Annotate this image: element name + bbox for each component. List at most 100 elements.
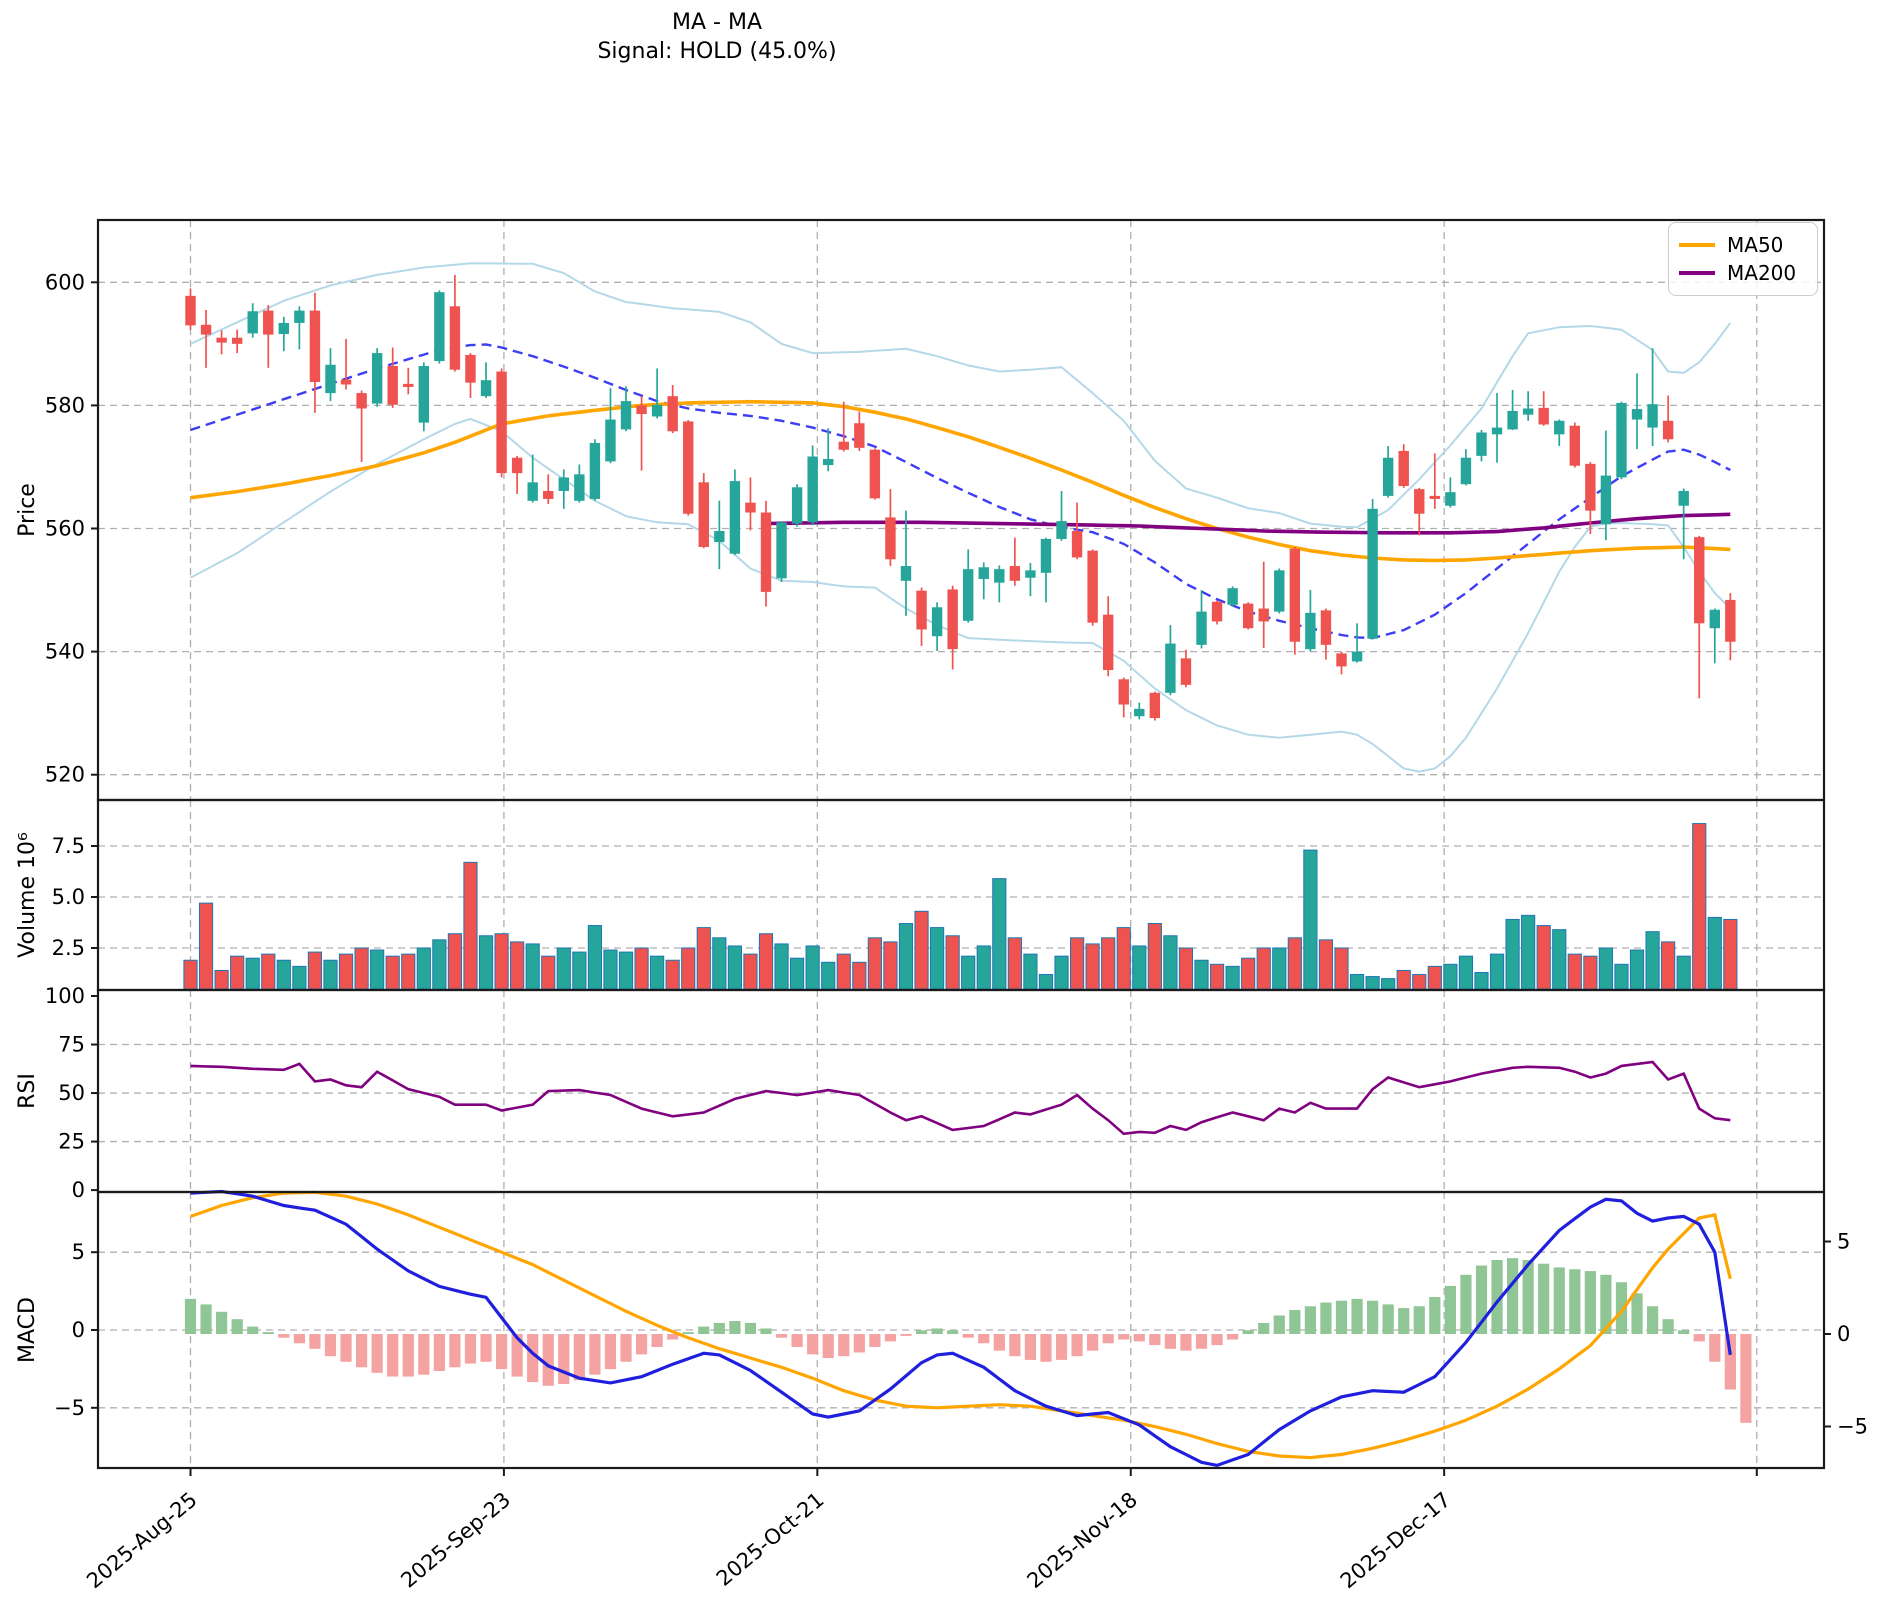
macd-hist-bar-negative bbox=[293, 1334, 305, 1344]
macd-hist-bar-negative bbox=[620, 1334, 632, 1362]
candle-body bbox=[1647, 404, 1658, 428]
candle-body bbox=[527, 482, 538, 501]
candle-body bbox=[1522, 408, 1534, 415]
macd-hist-bar-negative bbox=[527, 1334, 539, 1383]
volume-bar bbox=[463, 861, 478, 990]
macd-hist-bar-negative bbox=[1180, 1334, 1192, 1351]
candle-body bbox=[1538, 407, 1549, 425]
candle-body bbox=[1351, 651, 1363, 662]
macd-hist-bar-negative bbox=[1024, 1334, 1037, 1360]
candle-body bbox=[449, 306, 461, 370]
macd-hist-bar-positive bbox=[1304, 1306, 1316, 1334]
macd-hist-bar-negative bbox=[1087, 1334, 1099, 1351]
candle-body bbox=[1025, 570, 1036, 578]
macd-hist-bar-positive bbox=[1382, 1304, 1394, 1334]
candle-body bbox=[263, 310, 274, 335]
volume-bar bbox=[867, 937, 882, 990]
volume-bar bbox=[1069, 937, 1085, 990]
macd-hist-bar-negative bbox=[589, 1334, 601, 1375]
volume-bar bbox=[1007, 937, 1022, 990]
volume-bar bbox=[198, 902, 214, 990]
volume-bar bbox=[230, 955, 245, 990]
candle-body bbox=[760, 512, 772, 592]
volume-bar bbox=[1396, 969, 1411, 990]
macd-hist-bar-positive bbox=[1615, 1282, 1628, 1334]
tick-label: 25 bbox=[58, 1130, 85, 1154]
macd-hist-bar-negative bbox=[542, 1334, 554, 1386]
legend-item-ma50: MA50 bbox=[1679, 231, 1807, 259]
volume-bar bbox=[790, 957, 805, 990]
candle-body bbox=[729, 481, 741, 554]
volume-bar bbox=[976, 945, 991, 990]
volume-bar bbox=[1474, 971, 1489, 990]
candle-body bbox=[1445, 492, 1456, 506]
macd-hist-bar-positive bbox=[1351, 1298, 1363, 1334]
macd-hist-bar-positive bbox=[1584, 1271, 1596, 1334]
macd-hist-bar-negative bbox=[962, 1334, 974, 1338]
tick-label: 540 bbox=[45, 640, 85, 664]
tick-label: 7.5 bbox=[52, 834, 85, 858]
volume-bar bbox=[805, 945, 820, 990]
macd-hist-bar-positive bbox=[931, 1328, 943, 1334]
volume-bar bbox=[650, 955, 665, 990]
candle-body bbox=[916, 590, 927, 630]
candle-body bbox=[1725, 599, 1736, 642]
volume-bar bbox=[1209, 963, 1225, 990]
macd-hist-bar-negative bbox=[278, 1334, 290, 1338]
volume-bar bbox=[1287, 937, 1302, 990]
candle-body bbox=[1476, 432, 1487, 456]
volume-bar bbox=[1583, 955, 1598, 990]
macd-hist-bar-negative bbox=[978, 1334, 990, 1344]
candle-body bbox=[620, 401, 632, 430]
macd-hist-bar-positive bbox=[247, 1326, 259, 1334]
volume-bar bbox=[665, 959, 680, 990]
macd-hist-bar-positive bbox=[698, 1326, 710, 1334]
volume-bar bbox=[1272, 947, 1287, 990]
macd-hist-bar-negative bbox=[1164, 1334, 1177, 1349]
candle-body bbox=[1289, 548, 1301, 642]
candle-body bbox=[1118, 679, 1129, 705]
bollinger-upper-line bbox=[190, 262, 1732, 529]
candle-body bbox=[403, 383, 414, 387]
tick-label: Price bbox=[15, 483, 40, 537]
candle-body bbox=[667, 396, 678, 432]
volume-bar bbox=[245, 957, 260, 990]
macd-hist-bar-negative bbox=[791, 1334, 803, 1347]
candle-body bbox=[1382, 457, 1394, 496]
macd-hist-bar-negative bbox=[635, 1334, 648, 1355]
rsi-line bbox=[190, 1060, 1731, 1136]
macd-hist-bar-positive bbox=[1631, 1293, 1643, 1334]
candle-body bbox=[947, 589, 958, 650]
macd-hist-bar-negative bbox=[822, 1334, 834, 1359]
volume-bar bbox=[1723, 918, 1738, 990]
tick-label: 0 bbox=[72, 1178, 85, 1202]
candle-body bbox=[838, 441, 849, 450]
candle-body bbox=[1274, 570, 1285, 612]
volume-bar bbox=[385, 955, 400, 990]
candle-body bbox=[1071, 530, 1083, 558]
candle-body bbox=[1149, 692, 1161, 719]
volume-bar bbox=[370, 949, 385, 990]
volume-bar bbox=[214, 969, 229, 990]
tick-label: 5.0 bbox=[52, 885, 85, 909]
volume-bar bbox=[1334, 947, 1349, 990]
candlesticks bbox=[185, 274, 1736, 721]
volume-bar bbox=[1412, 974, 1427, 990]
macd-hist-bar-negative bbox=[1102, 1334, 1114, 1344]
macd-hist-bar-negative bbox=[1149, 1334, 1161, 1346]
candle-body bbox=[823, 458, 834, 466]
candle-body bbox=[511, 457, 523, 474]
macd-hist-bar-positive bbox=[1491, 1260, 1503, 1334]
volume-bar bbox=[432, 939, 447, 990]
volume-bar bbox=[1241, 957, 1256, 990]
volume-bar bbox=[416, 947, 431, 990]
ma50-line bbox=[190, 399, 1731, 563]
tick-label: 2.5 bbox=[52, 936, 85, 960]
candle-body bbox=[418, 366, 430, 423]
candle-body bbox=[1569, 425, 1581, 466]
candle-body bbox=[356, 393, 367, 409]
candle-body bbox=[1429, 495, 1441, 499]
candle-body bbox=[1694, 537, 1705, 624]
tick-label: 50 bbox=[58, 1081, 85, 1105]
macd-hist-bar-positive bbox=[200, 1304, 212, 1334]
